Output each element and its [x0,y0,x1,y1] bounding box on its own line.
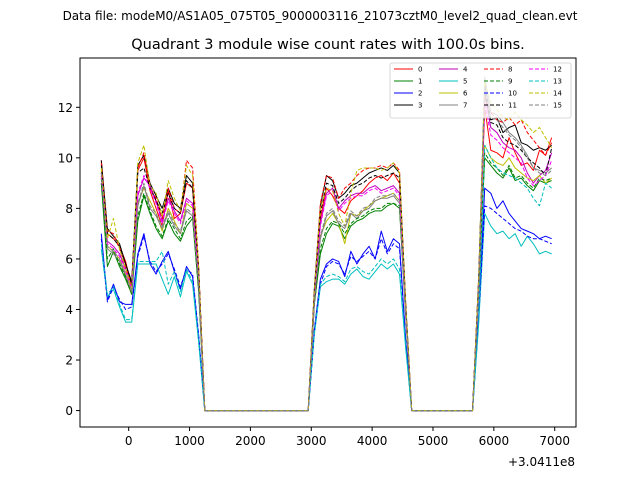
legend-label-10: 10 [508,90,517,98]
x-tick-label: 2000 [235,434,266,448]
legend-frame [389,62,572,119]
legend-label-15: 15 [553,102,562,110]
legend-label-13: 13 [553,78,562,86]
series-line-13 [100,144,552,412]
x-tick-label: 7000 [539,434,570,448]
x-tick-label: 5000 [418,434,449,448]
x-tick-label: 3000 [296,434,327,448]
series-line-15 [100,86,552,412]
legend-label-1: 1 [418,78,422,86]
legend-label-5: 5 [463,78,467,86]
legend-label-11: 11 [508,102,517,110]
x-tick-label: 0 [125,434,133,448]
y-tick-label: 10 [58,151,73,165]
x-tick-label: 1000 [174,434,205,448]
legend-label-7: 7 [463,102,467,110]
legend-label-9: 9 [508,78,512,86]
y-tick-label: 2 [65,354,73,368]
x-tick-label: 6000 [479,434,510,448]
axes-frame [79,57,577,428]
x-offset-label: +3.0411e8 [508,455,575,469]
y-axis: 0 2 4 6 8 10 12 [58,101,80,418]
chart-title: Quadrant 3 module wise count rates with … [131,37,525,53]
series-line-9 [100,152,552,412]
legend-label-14: 14 [553,90,562,98]
x-tick-label: 4000 [357,434,388,448]
legend-label-8: 8 [508,66,512,74]
series-layer [100,76,553,412]
x-axis: 0 1000 2000 3000 4000 5000 6000 7000 [125,427,570,448]
legend-label-2: 2 [418,90,422,98]
y-tick-label: 8 [65,202,73,216]
y-tick-label: 0 [65,404,73,418]
y-tick-label: 4 [65,303,73,317]
legend-label-12: 12 [553,66,562,74]
legend-label-6: 6 [463,90,468,98]
legend-label-4: 4 [463,66,468,74]
legend-label-3: 3 [418,102,422,110]
y-tick-label: 12 [58,101,73,115]
data-file-label: Data file: modeM0/AS1A05_075T05_90000031… [63,9,578,23]
y-tick-label: 6 [65,252,73,266]
legend-label-0: 0 [418,66,422,74]
